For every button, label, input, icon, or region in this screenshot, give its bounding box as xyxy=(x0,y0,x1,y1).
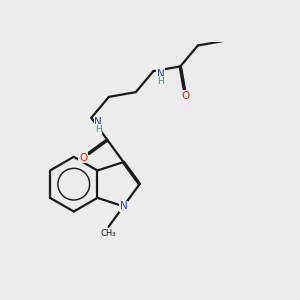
Text: N: N xyxy=(120,201,127,211)
Text: H: H xyxy=(158,77,164,86)
Text: CH₃: CH₃ xyxy=(101,229,116,238)
Text: N: N xyxy=(94,117,102,127)
Text: H: H xyxy=(95,125,101,134)
Text: N: N xyxy=(157,69,165,79)
Text: O: O xyxy=(79,153,87,163)
Text: O: O xyxy=(181,91,190,100)
